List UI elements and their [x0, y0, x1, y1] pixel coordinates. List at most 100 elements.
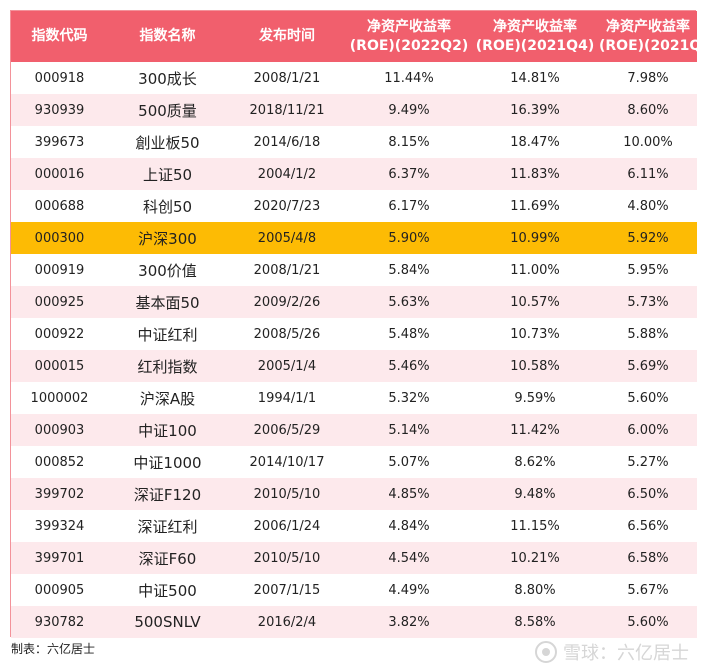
cell-index-name: 500SNLV [108, 606, 227, 638]
cell-roe-2021q2: 6.58% [599, 542, 697, 574]
cell-roe-2021q4: 10.58% [471, 350, 599, 382]
cell-publish-date: 2004/1/2 [227, 158, 347, 190]
header-roe-2021q4: 净资产收益率 (ROE)(2021Q4) [471, 11, 599, 62]
cell-roe-2021q2: 5.27% [599, 446, 697, 478]
cell-index-code: 399673 [11, 126, 108, 158]
cell-roe-2021q2: 8.60% [599, 94, 697, 126]
cell-publish-date: 2014/6/18 [227, 126, 347, 158]
cell-index-code: 000688 [11, 190, 108, 222]
cell-roe-2022q2: 6.37% [347, 158, 471, 190]
table-row: 000688 科创50 2020/7/23 6.17% 11.69% 4.80% [11, 190, 697, 222]
cell-roe-2021q2: 5.69% [599, 350, 697, 382]
cell-roe-2021q2: 5.92% [599, 222, 697, 254]
table-row: 399702 深证F120 2010/5/10 4.85% 9.48% 6.50% [11, 478, 697, 510]
cell-publish-date: 2020/7/23 [227, 190, 347, 222]
cell-roe-2021q4: 8.58% [471, 606, 599, 638]
cell-roe-2022q2: 5.90% [347, 222, 471, 254]
table-row: 000918 300成长 2008/1/21 11.44% 14.81% 7.98% [11, 62, 697, 94]
cell-roe-2021q4: 10.21% [471, 542, 599, 574]
cell-index-code: 000015 [11, 350, 108, 382]
cell-roe-2022q2: 5.14% [347, 414, 471, 446]
cell-roe-2021q4: 8.80% [471, 574, 599, 606]
cell-roe-2022q2: 11.44% [347, 62, 471, 94]
table-row: 000852 中证1000 2014/10/17 5.07% 8.62% 5.27% [11, 446, 697, 478]
cell-index-code: 000925 [11, 286, 108, 318]
header-code: 指数代码 [11, 11, 108, 62]
cell-publish-date: 1994/1/1 [227, 382, 347, 414]
table-row: 399673 創业板50 2014/6/18 8.15% 18.47% 10.00% [11, 126, 697, 158]
table-header-row: 指数代码 指数名称 发布时间 净资产收益率 (ROE)(2022Q2) 净资产收益… [11, 11, 707, 62]
cell-index-code: 930939 [11, 94, 108, 126]
table-row: 000015 红利指数 2005/1/4 5.46% 10.58% 5.69% [11, 350, 697, 382]
cell-roe-2021q2: 5.95% [599, 254, 697, 286]
cell-roe-2021q2: 6.00% [599, 414, 697, 446]
cell-roe-2022q2: 3.82% [347, 606, 471, 638]
cell-publish-date: 2010/5/10 [227, 542, 347, 574]
watermark: 雪球：六亿居士 [535, 639, 689, 665]
cell-publish-date: 2005/4/8 [227, 222, 347, 254]
cell-roe-2022q2: 8.15% [347, 126, 471, 158]
cell-index-name: 中证红利 [108, 318, 227, 350]
header-date: 发布时间 [227, 11, 347, 62]
cell-roe-2021q2: 4.80% [599, 190, 697, 222]
cell-index-code: 000919 [11, 254, 108, 286]
cell-index-name: 科创50 [108, 190, 227, 222]
cell-index-name: 基本面50 [108, 286, 227, 318]
cell-roe-2021q4: 16.39% [471, 94, 599, 126]
cell-index-code: 399702 [11, 478, 108, 510]
table-row: 000016 上证50 2004/1/2 6.37% 11.83% 6.11% [11, 158, 697, 190]
cell-publish-date: 2018/11/21 [227, 94, 347, 126]
cell-index-code: 000922 [11, 318, 108, 350]
cell-roe-2021q4: 10.57% [471, 286, 599, 318]
table-row: 000919 300价值 2008/1/21 5.84% 11.00% 5.95% [11, 254, 697, 286]
header-roe-2021q2: 净资产收益率 (ROE)(2021Q2) [599, 11, 707, 62]
table-row: 000300 沪深300 2005/4/8 5.90% 10.99% 5.92% [11, 222, 697, 254]
table-row: 930939 500质量 2018/11/21 9.49% 16.39% 8.60% [11, 94, 697, 126]
cell-index-name: 沪深300 [108, 222, 227, 254]
table-row: 000905 中证500 2007/1/15 4.49% 8.80% 5.67% [11, 574, 697, 606]
cell-roe-2022q2: 6.17% [347, 190, 471, 222]
cell-index-name: 沪深A股 [108, 382, 227, 414]
cell-roe-2021q4: 9.48% [471, 478, 599, 510]
cell-publish-date: 2016/2/4 [227, 606, 347, 638]
cell-index-name: 300价值 [108, 254, 227, 286]
cell-roe-2021q4: 11.00% [471, 254, 599, 286]
table-row: 000903 中证100 2006/5/29 5.14% 11.42% 6.00% [11, 414, 697, 446]
cell-index-name: 中证500 [108, 574, 227, 606]
cell-index-code: 000300 [11, 222, 108, 254]
cell-index-name: 红利指数 [108, 350, 227, 382]
cell-roe-2022q2: 5.84% [347, 254, 471, 286]
cell-index-code: 000918 [11, 62, 108, 94]
cell-index-name: 300成长 [108, 62, 227, 94]
cell-roe-2021q4: 11.15% [471, 510, 599, 542]
cell-index-code: 000852 [11, 446, 108, 478]
cell-roe-2022q2: 5.63% [347, 286, 471, 318]
table-row: 1000002 沪深A股 1994/1/1 5.32% 9.59% 5.60% [11, 382, 697, 414]
cell-publish-date: 2008/1/21 [227, 254, 347, 286]
cell-roe-2021q4: 14.81% [471, 62, 599, 94]
watermark-text: 雪球：六亿居士 [563, 643, 689, 664]
cell-index-code: 1000002 [11, 382, 108, 414]
cell-roe-2021q2: 5.67% [599, 574, 697, 606]
cell-index-name: 深证红利 [108, 510, 227, 542]
xueqiu-logo-icon [535, 641, 557, 663]
cell-publish-date: 2007/1/15 [227, 574, 347, 606]
cell-publish-date: 2008/1/21 [227, 62, 347, 94]
cell-roe-2021q4: 11.69% [471, 190, 599, 222]
cell-index-name: 500质量 [108, 94, 227, 126]
cell-roe-2021q4: 11.42% [471, 414, 599, 446]
header-name: 指数名称 [108, 11, 227, 62]
table-credit: 制表：六亿居士 [11, 642, 96, 656]
cell-index-code: 000905 [11, 574, 108, 606]
cell-publish-date: 2006/1/24 [227, 510, 347, 542]
cell-roe-2021q2: 6.56% [599, 510, 697, 542]
cell-roe-2022q2: 5.48% [347, 318, 471, 350]
cell-index-name: 中证100 [108, 414, 227, 446]
cell-roe-2021q2: 5.60% [599, 606, 697, 638]
table-row: 000922 中证红利 2008/5/26 5.48% 10.73% 5.88% [11, 318, 697, 350]
cell-roe-2021q4: 10.99% [471, 222, 599, 254]
cell-index-name: 中证1000 [108, 446, 227, 478]
cell-publish-date: 2014/10/17 [227, 446, 347, 478]
cell-roe-2022q2: 4.49% [347, 574, 471, 606]
cell-index-code: 930782 [11, 606, 108, 638]
